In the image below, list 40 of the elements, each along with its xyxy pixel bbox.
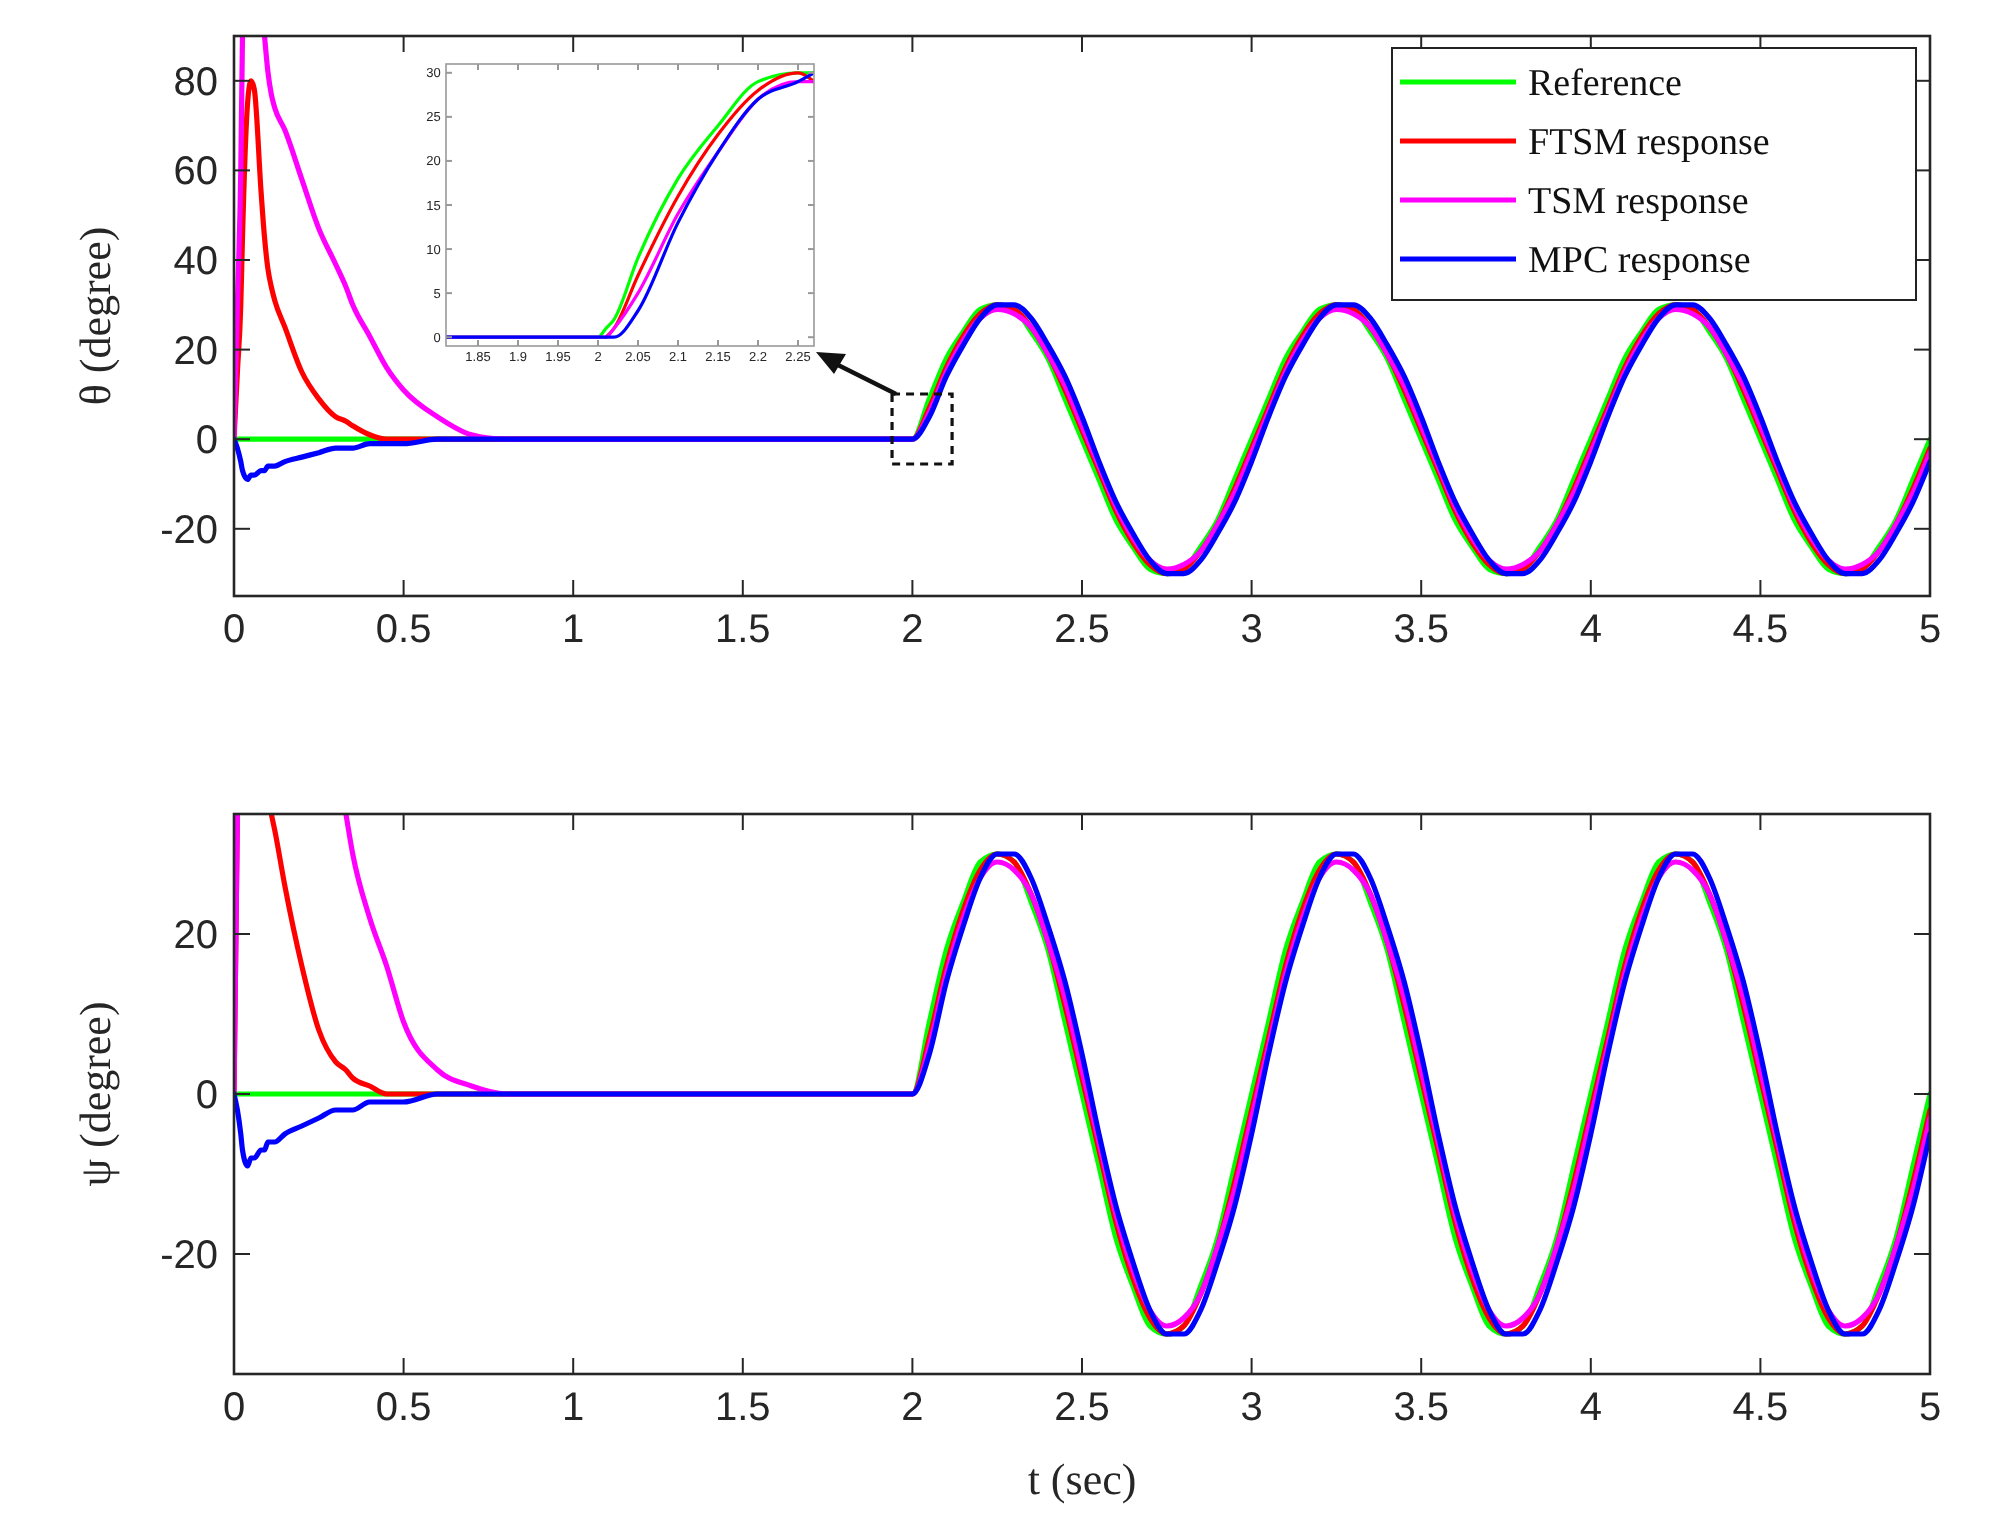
legend-label: FTSM response [1528, 122, 1770, 165]
line-series [604, 71, 814, 339]
x-tick-label: 0 [222, 1386, 246, 1430]
x-tick-label: 4.5 [1732, 608, 1789, 652]
x-tick-label: 2.5 [1054, 608, 1110, 652]
y-tick-label: 20 [173, 914, 218, 958]
x-tick-label: 5 [1918, 608, 1942, 652]
x-tick-label: 2 [901, 1386, 924, 1430]
x-tick-label: 2 [901, 608, 924, 652]
x-tick-label: 2.5 [1054, 1386, 1110, 1430]
x-tick-label: 1.5 [714, 1386, 771, 1430]
x-tick-label: 0.5 [375, 608, 432, 652]
y-tick-label: 0 [195, 419, 218, 464]
x-tick-label: 0.5 [375, 1386, 432, 1430]
x-tick-label: 1 [562, 608, 585, 652]
x-tick-label: 3.5 [1393, 1386, 1450, 1430]
x-tick-label: 0 [222, 608, 246, 652]
y-tick-label: -20 [160, 508, 218, 553]
x-tick-label: 1 [562, 1386, 585, 1430]
legend-label: TSM response [1528, 181, 1749, 224]
y-tick-label: 80 [173, 60, 218, 105]
y-tick-label: 40 [173, 240, 218, 284]
y-axis-title: θ (degree) [70, 226, 120, 406]
y-tick-label: -20 [160, 1234, 218, 1278]
x-tick-label: 5 [1918, 1386, 1942, 1430]
y-axis-title: ψ (degree) [70, 1001, 120, 1187]
x-axis-title: t (sec) [1027, 1454, 1137, 1504]
x-tick-label: 1.5 [714, 608, 771, 652]
x-tick-label: 3 [1240, 608, 1263, 652]
legend-label: Reference [1528, 63, 1682, 106]
x-tick-label: 4.5 [1732, 1386, 1789, 1430]
y-tick-label: 60 [173, 150, 218, 195]
x-tick-label: 3.5 [1393, 608, 1450, 652]
x-tick-label: 4 [1579, 608, 1602, 652]
line-series [234, 302, 1930, 577]
x-tick-label: 3 [1240, 1386, 1263, 1430]
x-tick-label: 4 [1579, 1386, 1602, 1430]
y-tick-label: 20 [173, 329, 218, 374]
y-tick-label: 0 [195, 1074, 218, 1118]
legend-label: MPC response [1528, 240, 1751, 283]
